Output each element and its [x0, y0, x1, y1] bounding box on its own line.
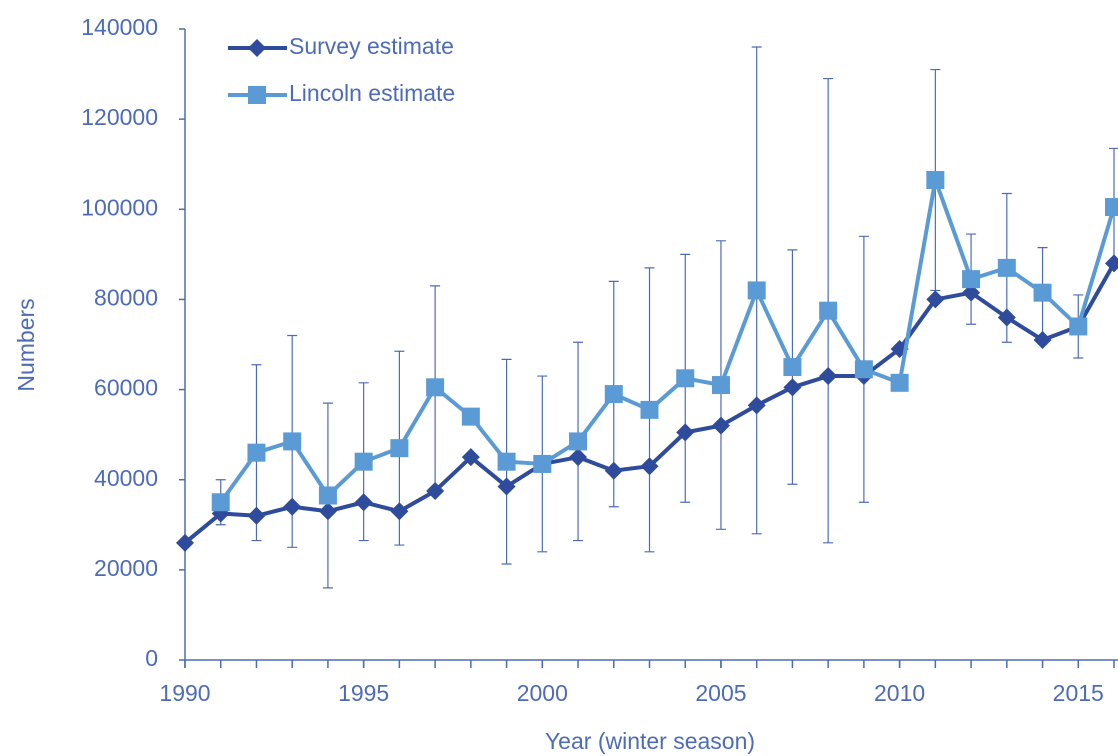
- y-tick-label: 60000: [94, 375, 158, 401]
- data-point: [854, 360, 873, 379]
- data-point: [1033, 330, 1052, 349]
- data-point: [497, 477, 516, 496]
- y-axis-title: Numbers: [13, 298, 39, 391]
- data-point: [997, 308, 1016, 327]
- data-point: [711, 416, 730, 435]
- data-point: [1105, 254, 1118, 273]
- legend-label: Lincoln estimate: [289, 80, 455, 106]
- y-tick-label: 20000: [94, 555, 158, 581]
- data-point: [318, 486, 337, 505]
- x-tick-label: 2005: [695, 680, 746, 706]
- x-tick-label: 2010: [874, 680, 925, 706]
- legend-marker: [248, 39, 266, 57]
- data-point: [926, 290, 945, 309]
- data-point: [354, 452, 373, 471]
- data-point: [247, 506, 266, 525]
- data-point: [819, 301, 838, 320]
- data-point: [962, 270, 981, 289]
- data-point: [962, 283, 981, 302]
- data-point: [997, 258, 1016, 277]
- x-tick-label: 1990: [159, 680, 210, 706]
- y-tick-label: 80000: [94, 285, 158, 311]
- data-point: [676, 369, 695, 388]
- data-point: [926, 170, 945, 189]
- data-point: [247, 443, 266, 462]
- data-point: [711, 376, 730, 395]
- legend-marker: [248, 86, 266, 104]
- data-point: [747, 396, 766, 415]
- data-point: [426, 378, 445, 397]
- data-point: [354, 493, 373, 512]
- data-point: [569, 432, 588, 451]
- y-tick-label: 120000: [81, 104, 158, 130]
- data-point: [461, 407, 480, 426]
- data-point: [783, 358, 802, 377]
- data-point: [533, 454, 552, 473]
- data-point: [640, 457, 659, 476]
- data-point: [390, 439, 409, 458]
- data-point: [676, 423, 695, 442]
- data-point: [390, 502, 409, 521]
- data-point: [497, 452, 516, 471]
- data-point: [211, 493, 230, 512]
- y-tick-label: 100000: [81, 194, 158, 220]
- data-point: [1069, 317, 1088, 336]
- y-tick-label: 140000: [81, 14, 158, 40]
- data-point: [747, 281, 766, 300]
- data-point: [1033, 283, 1052, 302]
- x-tick-label: 2015: [1053, 680, 1104, 706]
- legend-label: Survey estimate: [289, 33, 454, 59]
- x-tick-label: 2000: [517, 680, 568, 706]
- data-point: [819, 367, 838, 386]
- data-point: [283, 432, 302, 451]
- y-tick-label: 0: [145, 645, 158, 671]
- data-point: [1105, 198, 1118, 217]
- data-point: [461, 448, 480, 467]
- data-point: [569, 448, 588, 467]
- data-point: [604, 461, 623, 480]
- data-point: [426, 481, 445, 500]
- data-point: [211, 504, 230, 523]
- data-point: [176, 533, 194, 552]
- data-point: [783, 378, 802, 397]
- x-axis-title: Year (winter season): [545, 728, 755, 754]
- data-point: [890, 373, 909, 392]
- data-point: [604, 385, 623, 404]
- data-point: [283, 497, 302, 516]
- data-point: [318, 502, 337, 521]
- y-tick-label: 40000: [94, 465, 158, 491]
- data-point: [640, 400, 659, 419]
- x-tick-label: 1995: [338, 680, 389, 706]
